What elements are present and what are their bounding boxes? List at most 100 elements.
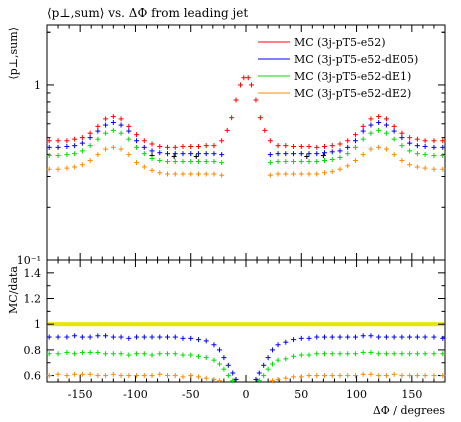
main-point-mc-3j-pt5-e52-de1-85 <box>149 156 155 162</box>
main-point-mc-3j-pt5-e52-13 <box>257 115 263 121</box>
ratio-point-mc-3j-pt5-e52-de1-127 <box>383 351 389 357</box>
main-point-mc-3j-pt5-e52-57 <box>306 144 312 150</box>
main-point-mc-3j-pt5-e52-de1-92 <box>345 151 351 157</box>
main-point-mc-3j-pt5-e52-43 <box>291 144 297 150</box>
main-point-mc-3j-pt5-e52-de2-29 <box>275 171 281 177</box>
main-point-mc-3j-pt5-e52-de2-99 <box>352 158 358 164</box>
ratio-point-mc-3j-pt5-e52-de05-99 <box>352 334 358 340</box>
ratio-point-mc-3j-pt5-e52-de2-85 <box>337 373 343 379</box>
main-point-mc-3j-pt5-e52-de1-148 <box>79 148 85 154</box>
main-point-mc-3j-pt5-e52-36 <box>203 143 209 149</box>
main-point-mc-3j-pt5-e52-17 <box>224 127 230 133</box>
main-point-mc-3j-pt5-e52-127 <box>383 116 389 122</box>
main-point-mc-3j-pt5-e52-de2-57 <box>306 171 312 177</box>
ratio-point-mc-3j-pt5-e52-de1-20 <box>221 366 227 372</box>
main-point-mc-3j-pt5-e52-de05-85 <box>149 148 155 154</box>
ratio-point-mc-3j-pt5-e52-de2-24 <box>216 378 222 384</box>
main-point-mc-3j-pt5-e52-50 <box>188 144 194 150</box>
ratio-point-mc-3j-pt5-e52-de2-127 <box>103 373 109 379</box>
main-point-mc-3j-pt5-e52-de2-29 <box>211 171 217 177</box>
main-point-mc-3j-pt5-e52-de2-71 <box>165 171 171 177</box>
main-point-mc-3j-pt5-e52-de05-43 <box>291 151 297 157</box>
ratio-point-mc-3j-pt5-e52-de1-43 <box>291 353 297 359</box>
main-point-mc-3j-pt5-e52-de1-178 <box>46 153 52 159</box>
ratio-plot-frame <box>46 259 446 383</box>
ratio-point-mc-3j-pt5-e52-de2-99 <box>352 373 358 379</box>
ratio-point-mc-3j-pt5-e52-de2-36 <box>283 375 289 381</box>
main-point-mc-3j-pt5-e52-2 <box>245 75 251 81</box>
main-point-mc-3j-pt5-e52-de1-92 <box>141 151 147 157</box>
main-point-mc-3j-pt5-e52-de2-170 <box>55 166 61 172</box>
main-point-mc-3j-pt5-e52-de05-36 <box>203 151 209 157</box>
ratio-point-mc-3j-pt5-e52-de2-92 <box>141 373 147 379</box>
x-tick-label-0: 0 <box>243 388 250 401</box>
ratio-y-tick-label-1: 1 <box>34 318 41 331</box>
ratio-reference-line <box>48 322 444 327</box>
ratio-y-tick-label-0-6: 0.6 <box>24 370 42 383</box>
main-point-mc-3j-pt5-e52-de2-178 <box>440 166 446 172</box>
main-point-mc-3j-pt5-e52-de2-148 <box>79 162 85 168</box>
ratio-point-mc-3j-pt5-e52-de05-36 <box>203 338 209 344</box>
main-point-mc-3j-pt5-e52-de2-162 <box>422 165 428 171</box>
main-point-mc-3j-pt5-e52-de1-43 <box>195 159 201 165</box>
main-point-mc-3j-pt5-e52-148 <box>79 135 85 141</box>
main-series-mc-3j-pt5-e52 <box>46 75 446 150</box>
main-point-mc-3j-pt5-e52-178 <box>46 138 52 144</box>
ratio-point-mc-3j-pt5-e52-de2-134 <box>391 371 397 377</box>
main-point-mc-3j-pt5-e52-85 <box>337 141 343 147</box>
ratio-point-mc-3j-pt5-e52-de2-127 <box>383 373 389 379</box>
main-point-mc-3j-pt5-e52-de1-106 <box>126 136 132 142</box>
main-point-mc-3j-pt5-e52-78 <box>157 144 163 150</box>
main-point-mc-3j-pt5-e52-64 <box>172 144 178 150</box>
legend-label: MC (3j-pT5-e52-dE05) <box>294 53 418 66</box>
ratio-point-mc-3j-pt5-e52-de1-178 <box>440 351 446 357</box>
main-series-data <box>149 153 326 160</box>
ratio-point-mc-3j-pt5-e52-de1-127 <box>103 351 109 357</box>
ratio-point-mc-3j-pt5-e52-de2-106 <box>126 373 132 379</box>
main-point-mc-3j-pt5-e52-de2-92 <box>345 163 351 169</box>
ratio-point-mc-3j-pt5-e52-de05-178 <box>46 334 52 340</box>
main-point-data-55 <box>304 154 310 160</box>
main-point-mc-3j-pt5-e52-de2-85 <box>337 166 343 172</box>
main-point-mc-3j-pt5-e52-de2-64 <box>314 171 320 177</box>
ratio-point-mc-3j-pt5-e52-de2-50 <box>298 374 304 380</box>
main-point-mc-3j-pt5-e52-148 <box>407 135 413 141</box>
main-point-mc-3j-pt5-e52-de05-148 <box>79 140 85 146</box>
main-point-mc-3j-pt5-e52-13 <box>229 115 235 121</box>
main-point-mc-3j-pt5-e52-de2-155 <box>72 164 78 170</box>
ratio-point-mc-3j-pt5-e52-de2-85 <box>149 373 155 379</box>
ratio-series-mc-3j-pt5-e52-de1 <box>46 349 446 384</box>
main-point-mc-3j-pt5-e52-de1-43 <box>291 159 297 165</box>
main-point-mc-3j-pt5-e52-85 <box>149 141 155 147</box>
main-point-mc-3j-pt5-e52-de1-127 <box>383 130 389 136</box>
main-point-mc-3j-pt5-e52-de1-71 <box>321 158 327 164</box>
main-point-mc-3j-pt5-e52-de2-127 <box>383 146 389 152</box>
ratio-point-mc-3j-pt5-e52-de1-78 <box>157 351 163 357</box>
main-point-mc-3j-pt5-e52-de1-134 <box>391 136 397 142</box>
ratio-point-mc-3j-pt5-e52-de05-99 <box>134 334 140 340</box>
main-point-mc-3j-pt5-e52-de1-155 <box>72 151 78 157</box>
main-point-mc-3j-pt5-e52-de2-162 <box>64 165 70 171</box>
main-point-mc-3j-pt5-e52-71 <box>321 144 327 150</box>
ratio-point-mc-3j-pt5-e52-de05-24 <box>216 347 222 353</box>
ratio-point-mc-3j-pt5-e52-de05-16 <box>261 362 267 368</box>
main-point-mc-3j-pt5-e52-de1-64 <box>314 159 320 165</box>
ratio-x-ticks: -150 -100 -50 0 50 100 150 <box>46 260 446 401</box>
main-y-tick-label-1: 1 <box>34 79 41 92</box>
main-point-mc-3j-pt5-e52-162 <box>422 138 428 144</box>
ratio-point-mc-3j-pt5-e52-de1-12 <box>230 378 236 384</box>
chart-title: ⟨p⊥,sum⟩ vs. ΔΦ from leading jet <box>47 6 248 20</box>
ratio-point-mc-3j-pt5-e52-de05-9 <box>253 376 259 382</box>
ratio-point-mc-3j-pt5-e52-de05-127 <box>383 334 389 340</box>
ratio-point-mc-3j-pt5-e52-de2-78 <box>329 373 335 379</box>
x-tick-label-50: 50 <box>294 388 308 401</box>
ratio-point-mc-3j-pt5-e52-de05-155 <box>414 334 420 340</box>
main-point-mc-3j-pt5-e52-106 <box>126 123 132 129</box>
main-point-mc-3j-pt5-e52-de2-50 <box>188 171 194 177</box>
ratio-point-mc-3j-pt5-e52-de1-162 <box>422 351 428 357</box>
main-point-mc-3j-pt5-e52-29 <box>211 143 217 149</box>
main-point-mc-3j-pt5-e52-de2-57 <box>180 171 186 177</box>
main-point-mc-3j-pt5-e52-de1-141 <box>87 143 93 149</box>
main-point-mc-3j-pt5-e52-de1-106 <box>360 136 366 142</box>
